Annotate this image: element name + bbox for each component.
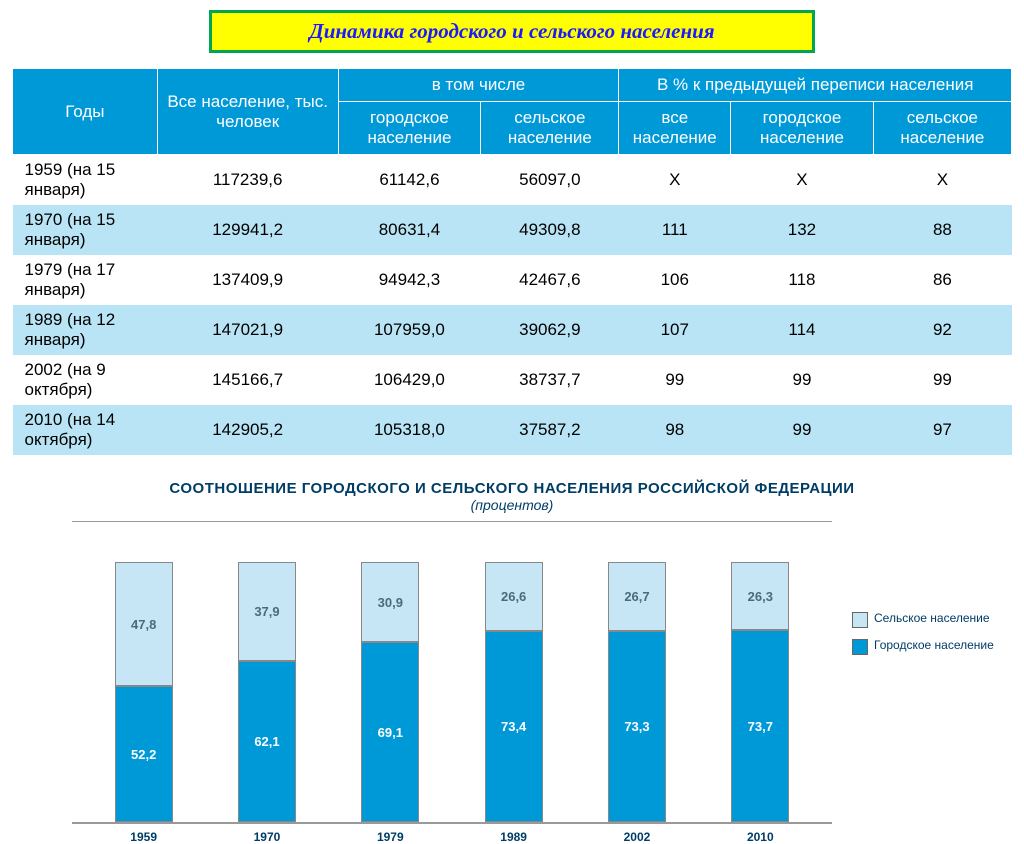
bar-urban-segment: 73,3: [608, 631, 666, 822]
th-years: Годы: [13, 69, 158, 155]
chart-area: 47,852,2 37,962,1 30,969,1 26,673,4 26,773,3…: [72, 521, 832, 823]
th-including: в том числе: [338, 69, 619, 102]
x-label: 1970: [238, 830, 296, 844]
bar-rural-segment: 26,3: [731, 562, 789, 630]
cell-year: 1989 (на 12 января): [13, 305, 158, 355]
th-total: Все население, тыс. человек: [157, 69, 338, 155]
cell-purban: 114: [731, 305, 874, 355]
cell-year: 1979 (на 17 января): [13, 255, 158, 305]
cell-total: 129941,2: [157, 205, 338, 255]
th-pct-rural: сельское население: [873, 102, 1011, 155]
th-pct-urban: городское население: [731, 102, 874, 155]
cell-urban: 61142,6: [338, 155, 481, 206]
population-table: Годы Все население, тыс. человек в том ч…: [12, 68, 1012, 455]
legend-urban: Городское население: [852, 638, 1012, 655]
cell-purban: 99: [731, 405, 874, 455]
cell-total: 117239,6: [157, 155, 338, 206]
bar-urban-segment: 62,1: [238, 661, 296, 822]
cell-rural: 42467,6: [481, 255, 619, 305]
cell-rural: 49309,8: [481, 205, 619, 255]
chart-title: СООТНОШЕНИЕ ГОРОДСКОГО И СЕЛЬСКОГО НАСЕЛ…: [0, 480, 1024, 497]
cell-total: 147021,9: [157, 305, 338, 355]
title-box: Динамика городского и сельского населени…: [209, 10, 815, 53]
cell-prural: 88: [873, 205, 1011, 255]
bar-2010: 26,373,7: [731, 522, 789, 822]
cell-pall: 107: [619, 305, 731, 355]
bar-1959: 47,852,2: [115, 522, 173, 822]
table-row: 2002 (на 9 октября)145166,7106429,038737…: [13, 355, 1012, 405]
cell-urban: 107959,0: [338, 305, 481, 355]
chart-wrapper: 47,852,2 37,962,1 30,969,1 26,673,4 26,773,3…: [12, 521, 1012, 844]
table-row: 1979 (на 17 января)137409,994942,342467,…: [13, 255, 1012, 305]
cell-year: 1970 (на 15 января): [13, 205, 158, 255]
cell-purban: 132: [731, 205, 874, 255]
cell-urban: 80631,4: [338, 205, 481, 255]
bar-urban-segment: 52,2: [115, 686, 173, 822]
cell-purban: 118: [731, 255, 874, 305]
cell-urban: 105318,0: [338, 405, 481, 455]
cell-total: 142905,2: [157, 405, 338, 455]
cell-rural: 56097,0: [481, 155, 619, 206]
cell-pall: 111: [619, 205, 731, 255]
legend-urban-label: Городское население: [874, 638, 994, 652]
x-label: 1989: [485, 830, 543, 844]
legend: Сельское население Городское население: [852, 611, 1012, 665]
cell-year: 2002 (на 9 октября): [13, 355, 158, 405]
cell-urban: 106429,0: [338, 355, 481, 405]
bar-rural-segment: 30,9: [361, 562, 419, 642]
x-axis: 1959 1970 1979 1989 2002 2010: [72, 823, 832, 844]
x-label: 1979: [361, 830, 419, 844]
cell-prural: 92: [873, 305, 1011, 355]
cell-rural: 37587,2: [481, 405, 619, 455]
table-row: 2010 (на 14 октября)142905,2105318,03758…: [13, 405, 1012, 455]
table-row: 1959 (на 15 января)117239,661142,656097,…: [13, 155, 1012, 206]
swatch-urban: [852, 639, 868, 655]
bar-1970: 37,962,1: [238, 522, 296, 822]
th-pct-prev: В % к предыдущей переписи населения: [619, 69, 1012, 102]
th-rural: сельское население: [481, 102, 619, 155]
bar-urban-segment: 69,1: [361, 642, 419, 822]
page-title: Динамика городского и сельского населени…: [309, 19, 714, 43]
bar-2002: 26,773,3: [608, 522, 666, 822]
bar-rural-segment: 47,8: [115, 562, 173, 686]
table-row: 1970 (на 15 января)129941,280631,449309,…: [13, 205, 1012, 255]
cell-total: 137409,9: [157, 255, 338, 305]
bar-urban-segment: 73,7: [731, 630, 789, 822]
table-row: 1989 (на 12 января)147021,9107959,039062…: [13, 305, 1012, 355]
x-label: 2002: [608, 830, 666, 844]
cell-total: 145166,7: [157, 355, 338, 405]
bar-rural-segment: 37,9: [238, 562, 296, 661]
cell-pall: 98: [619, 405, 731, 455]
cell-prural: 86: [873, 255, 1011, 305]
cell-year: 1959 (на 15 января): [13, 155, 158, 206]
legend-rural: Сельское население: [852, 611, 1012, 628]
bar-1989: 26,673,4: [485, 522, 543, 822]
cell-pall: 99: [619, 355, 731, 405]
x-label: 1959: [115, 830, 173, 844]
swatch-rural: [852, 612, 868, 628]
bar-1979: 30,969,1: [361, 522, 419, 822]
legend-rural-label: Сельское население: [874, 611, 990, 625]
bar-rural-segment: 26,6: [485, 562, 543, 631]
cell-pall: 106: [619, 255, 731, 305]
bar-urban-segment: 73,4: [485, 631, 543, 822]
cell-rural: 38737,7: [481, 355, 619, 405]
th-urban: городское население: [338, 102, 481, 155]
cell-year: 2010 (на 14 октября): [13, 405, 158, 455]
cell-purban: X: [731, 155, 874, 206]
cell-prural: 97: [873, 405, 1011, 455]
cell-prural: 99: [873, 355, 1011, 405]
cell-prural: X: [873, 155, 1011, 206]
cell-urban: 94942,3: [338, 255, 481, 305]
th-pct-all: все население: [619, 102, 731, 155]
bar-rural-segment: 26,7: [608, 562, 666, 631]
chart-subtitle: (процентов): [0, 497, 1024, 513]
cell-purban: 99: [731, 355, 874, 405]
cell-rural: 39062,9: [481, 305, 619, 355]
cell-pall: X: [619, 155, 731, 206]
x-label: 2010: [731, 830, 789, 844]
